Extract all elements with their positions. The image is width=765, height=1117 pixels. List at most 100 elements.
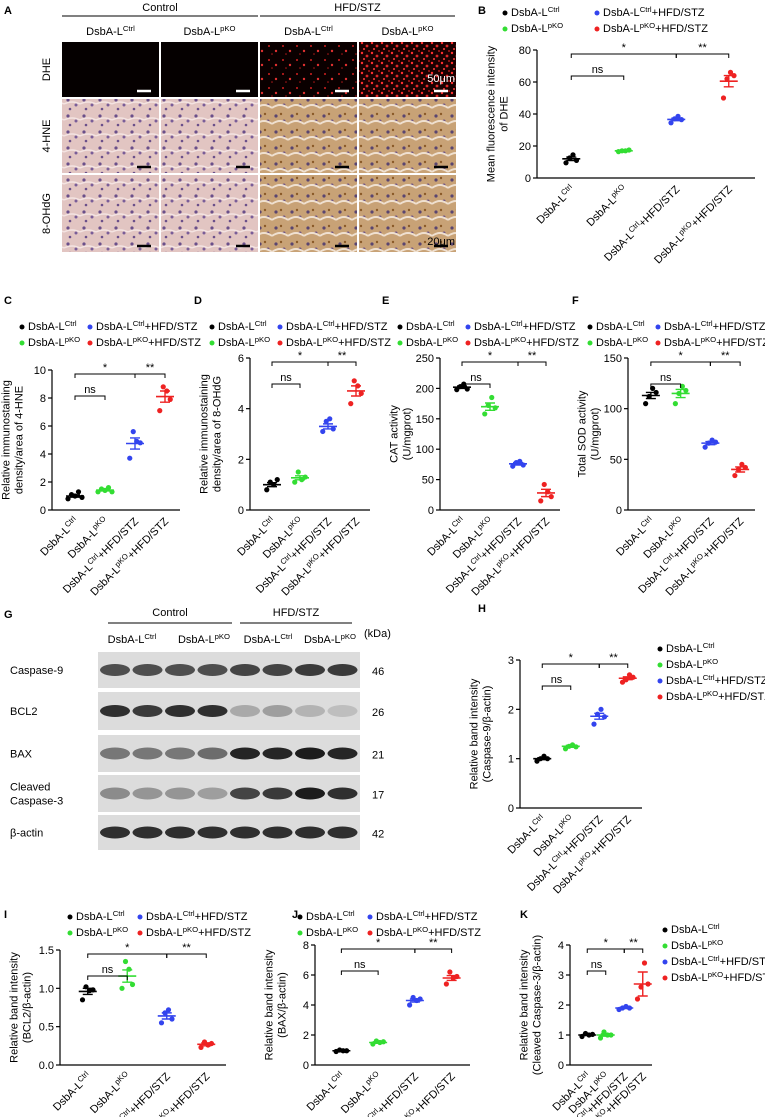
blot-band: [295, 747, 325, 760]
legend-label: DsbA-LCtrl: [218, 319, 267, 333]
significance-bracket: [709, 361, 741, 366]
data-point: [158, 1020, 165, 1026]
name-sup: Ctrl: [255, 319, 267, 328]
legend-label: DsbA-LCtrl+HFD/STZ: [376, 909, 478, 923]
legend-label: DsbA-LpKO+HFD/STZ: [286, 335, 391, 349]
name-base: DsbA-L: [652, 232, 686, 266]
significance-label: ns: [102, 964, 114, 976]
legend-swatch: [67, 914, 73, 920]
error-bar: [513, 461, 523, 466]
blot-band: [165, 705, 195, 717]
name-sup: Ctrl: [708, 922, 720, 931]
name-suffix: +HFD/STZ: [526, 337, 579, 349]
blot-band: [132, 664, 163, 676]
y-tick-label: 80: [519, 45, 531, 57]
legend-swatch: [662, 943, 668, 949]
name-sup: pKO: [113, 925, 128, 934]
error-bar: [600, 1033, 611, 1037]
legend-label: DsbA-LpKO: [218, 335, 270, 349]
error-bar: [336, 1049, 347, 1052]
error-bar: [70, 494, 80, 498]
name-base: DsbA-L: [218, 321, 255, 333]
y-tick-label: 2: [303, 1030, 309, 1042]
error-bar: [618, 149, 629, 152]
name-base: DsbA-L: [671, 924, 708, 936]
significance-label: *: [298, 350, 303, 362]
data-point: [122, 958, 129, 965]
error-bar: [723, 74, 734, 88]
scale-label: 50μm: [427, 73, 455, 85]
y-tick-label: 6: [40, 421, 46, 433]
y-axis-title: density/area of 4-HNE: [14, 386, 26, 494]
name-sup: pKO: [703, 689, 718, 698]
name-suffix: +HFD/STZ: [198, 927, 251, 939]
significance-bracket: [650, 383, 682, 388]
data-point: [130, 429, 136, 435]
y-tick-label: 50: [422, 475, 434, 487]
data-point: [668, 120, 674, 126]
y-tick-label: 2: [508, 704, 514, 716]
name-sup: pKO: [633, 335, 648, 344]
blot-band: [327, 664, 358, 676]
micrograph: [260, 99, 357, 173]
y-axis-title: (BCL2/β-actin): [22, 972, 34, 1043]
legend-swatch: [297, 930, 303, 936]
legend-label: DsbA-LCtrl: [511, 5, 560, 19]
legend-swatch: [397, 324, 403, 330]
name-sup: Ctrl: [133, 319, 145, 328]
name-base: DsbA-L: [602, 229, 636, 263]
legend-swatch: [297, 914, 303, 920]
error-bar: [161, 1012, 172, 1020]
name-base: DsbA-L: [178, 634, 215, 646]
data-point: [732, 472, 738, 479]
micrograph: [62, 42, 159, 97]
group-header: Control: [142, 2, 177, 14]
legend-swatch: [137, 930, 143, 936]
y-tick-label: 2: [238, 454, 244, 466]
data-point: [292, 479, 298, 485]
column-name: DsbA-LCtrl: [244, 632, 293, 646]
data-point: [538, 498, 544, 504]
blot-band: [132, 705, 163, 717]
y-tick-label: 1: [558, 1030, 564, 1042]
name-base: DsbA-L: [305, 1079, 339, 1113]
significance-bracket: [166, 953, 207, 958]
legend-swatch: [209, 324, 215, 330]
panel-label: G: [4, 609, 13, 621]
legend-swatch: [594, 26, 600, 32]
legend-swatch: [655, 340, 661, 346]
y-tick-label: 8: [303, 940, 309, 952]
y-tick-label: 4: [238, 404, 244, 416]
name-base: DsbA-L: [585, 195, 619, 229]
row-label: Caspase-9: [10, 665, 63, 677]
name-base: DsbA-L: [671, 940, 708, 952]
name-base: DsbA-L: [96, 321, 133, 333]
blot-band: [197, 664, 228, 676]
legend-label: DsbA-LpKO+HFD/STZ: [666, 689, 765, 703]
x-tick-label: DsbA-LpKO: [583, 182, 630, 229]
name-sup: Ctrl: [443, 319, 455, 328]
legend-label: DsbA-LpKO: [76, 925, 128, 939]
legend-label: DsbA-LCtrl+HFD/STZ: [664, 319, 765, 333]
name-base: DsbA-L: [664, 337, 701, 349]
y-tick-label: 4: [40, 449, 46, 461]
kda-label: 21: [372, 750, 384, 762]
name-base: DsbA-L: [376, 927, 413, 939]
y-tick-label: 6: [238, 353, 244, 365]
legend-swatch: [67, 930, 73, 936]
y-tick-label: 2: [40, 477, 46, 489]
error-bar: [82, 987, 93, 996]
name-suffix: +HFD/STZ: [689, 183, 735, 229]
error-bar: [622, 676, 633, 681]
name-sup: pKO: [285, 514, 302, 531]
legend-label: DsbA-LpKO: [596, 335, 648, 349]
legend-label: DsbA-LCtrl: [666, 641, 715, 655]
data-point: [727, 69, 734, 75]
legend-label: DsbA-LpKO: [671, 938, 723, 952]
significance-label: **: [698, 42, 707, 54]
blot-band: [327, 705, 358, 717]
y-tick-label: 150: [604, 353, 622, 365]
y-tick-label: 0: [40, 505, 46, 517]
name-sup: pKO: [133, 335, 148, 344]
